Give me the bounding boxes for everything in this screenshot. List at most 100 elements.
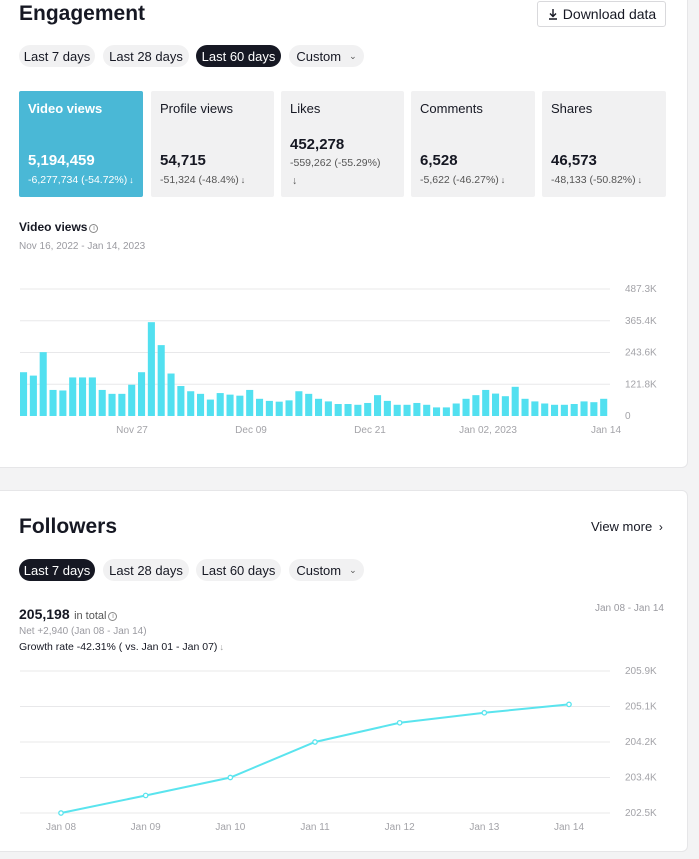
bar-dec-08[interactable]	[236, 395, 244, 416]
x-tick-label: Dec 09	[235, 425, 267, 436]
bar-jan-14[interactable]	[600, 398, 608, 416]
range-label: Last 60 days	[201, 48, 276, 64]
data-point-jan-13[interactable]	[481, 709, 488, 716]
data-point-jan-08[interactable]	[58, 810, 64, 816]
bar-nov-20[interactable]	[59, 390, 67, 416]
bar-dec-15[interactable]	[305, 393, 313, 416]
data-point-jan-12[interactable]	[396, 719, 403, 726]
engagement-range-last-60-days[interactable]: Last 60 days	[196, 45, 281, 67]
bar-nov-27[interactable]	[128, 384, 136, 416]
bar-dec-05[interactable]	[206, 399, 214, 416]
y-tick-label: 121.8K	[625, 379, 657, 390]
bar-dec-17[interactable]	[324, 401, 332, 416]
followers-range-last-28-days[interactable]: Last 28 days	[103, 559, 189, 581]
engagement-range-custom[interactable]: Custom ⌄	[289, 45, 364, 67]
bar-dec-13[interactable]	[285, 400, 293, 416]
bar-dec-31[interactable]	[462, 398, 470, 416]
engagement-range-last-28-days[interactable]: Last 28 days	[103, 45, 189, 67]
bar-dec-26[interactable]	[413, 402, 421, 416]
bar-dec-20[interactable]	[354, 404, 362, 416]
metric-label: Video views	[28, 101, 103, 116]
followers-total-suffix: in total	[74, 610, 107, 622]
bar-nov-25[interactable]	[108, 393, 116, 416]
bar-jan-06[interactable]	[521, 398, 529, 416]
data-point-jan-14[interactable]	[566, 701, 572, 708]
bar-nov-23[interactable]	[88, 377, 96, 416]
bar-dec-24[interactable]	[393, 404, 401, 416]
bar-dec-14[interactable]	[295, 391, 303, 416]
bar-nov-30[interactable]	[157, 345, 165, 416]
followers-range-custom[interactable]: Custom ⌄	[289, 559, 364, 581]
bar-jan-10[interactable]	[560, 404, 568, 416]
bar-jan-05[interactable]	[511, 386, 519, 416]
metric-card-video-views[interactable]: Video views 5,194,459 -6,277,734 (-54.72%)…	[19, 91, 143, 197]
view-more-link[interactable]: View more ›	[591, 519, 663, 534]
bar-jan-08[interactable]	[541, 403, 549, 416]
bar-dec-16[interactable]	[315, 398, 323, 416]
bar-dec-07[interactable]	[226, 394, 234, 416]
bar-dec-11[interactable]	[265, 400, 273, 416]
bar-jan-04[interactable]	[501, 396, 509, 416]
bar-nov-29[interactable]	[147, 322, 155, 416]
engagement-range-last-7-days[interactable]: Last 7 days	[19, 45, 95, 67]
followers-range-last-60-days[interactable]: Last 60 days	[196, 559, 281, 581]
bar-nov-17[interactable]	[29, 375, 37, 416]
bar-dec-25[interactable]	[403, 404, 411, 416]
bar-nov-26[interactable]	[118, 393, 126, 416]
bar-dec-30[interactable]	[452, 403, 460, 416]
info-icon[interactable]: i	[89, 224, 99, 233]
chevron-down-icon: ⌄	[349, 50, 357, 61]
bar-jan-13[interactable]	[590, 402, 598, 416]
bar-dec-06[interactable]	[216, 393, 224, 416]
bar-jan-02[interactable]	[482, 389, 490, 416]
bar-jan-01[interactable]	[472, 395, 480, 416]
bar-dec-01[interactable]	[167, 373, 175, 416]
growth-rate-text: Growth rate -42.31% ( vs. Jan 01 - Jan 0…	[19, 641, 218, 653]
bar-jan-12[interactable]	[580, 401, 588, 416]
bar-dec-10[interactable]	[256, 398, 264, 416]
followers-range-last-7-days[interactable]: Last 7 days	[19, 559, 95, 581]
bar-nov-24[interactable]	[98, 389, 106, 416]
data-point-jan-09[interactable]	[142, 792, 149, 799]
bar-dec-09[interactable]	[246, 389, 254, 416]
bar-nov-22[interactable]	[79, 377, 87, 416]
metric-card-shares[interactable]: Shares 46,573 -48,133 (-50.82%) ↓	[542, 91, 666, 197]
bar-dec-04[interactable]	[197, 393, 205, 416]
bar-dec-21[interactable]	[364, 402, 372, 416]
bar-dec-27[interactable]	[423, 404, 431, 416]
bar-dec-03[interactable]	[187, 391, 195, 416]
bar-nov-21[interactable]	[69, 377, 77, 416]
bar-jan-11[interactable]	[570, 404, 578, 416]
bar-dec-02[interactable]	[177, 386, 185, 416]
metric-label: Profile views	[160, 101, 233, 116]
chevron-right-icon: ›	[658, 520, 663, 534]
download-icon	[548, 9, 557, 20]
data-point-jan-11[interactable]	[312, 739, 318, 745]
bar-nov-28[interactable]	[138, 372, 146, 416]
metric-value: 46,573	[551, 152, 597, 169]
download-data-button[interactable]: Download data	[537, 1, 666, 27]
bar-jan-07[interactable]	[531, 401, 539, 416]
metric-card-comments[interactable]: Comments 6,528 -5,622 (-46.27%) ↓	[411, 91, 535, 197]
bar-jan-09[interactable]	[551, 404, 559, 416]
bar-nov-18[interactable]	[39, 352, 47, 416]
bar-dec-12[interactable]	[275, 401, 283, 416]
bar-dec-22[interactable]	[374, 395, 382, 416]
bar-jan-03[interactable]	[492, 393, 500, 416]
followers-growth-rate: Growth rate -42.31% ( vs. Jan 01 - Jan 0…	[19, 641, 224, 653]
bar-dec-23[interactable]	[383, 400, 391, 416]
bar-dec-19[interactable]	[344, 404, 352, 416]
info-icon[interactable]: i	[108, 612, 118, 621]
bar-nov-16[interactable]	[20, 372, 28, 416]
metric-value: 54,715	[160, 152, 206, 169]
metric-card-profile-views[interactable]: Profile views 54,715 -51,324 (-48.4%) ↓	[151, 91, 274, 197]
metric-card-likes[interactable]: Likes 452,278 -559,262 (-55.29%) ↓	[281, 91, 404, 197]
data-point-jan-10[interactable]	[227, 774, 234, 781]
bar-dec-28[interactable]	[433, 407, 441, 416]
download-label: Download data	[562, 6, 657, 22]
bar-nov-19[interactable]	[49, 389, 57, 416]
range-label: Custom	[296, 562, 342, 578]
bar-dec-18[interactable]	[334, 404, 342, 416]
bar-dec-29[interactable]	[442, 407, 450, 416]
x-tick-label: Jan 11	[300, 822, 330, 833]
